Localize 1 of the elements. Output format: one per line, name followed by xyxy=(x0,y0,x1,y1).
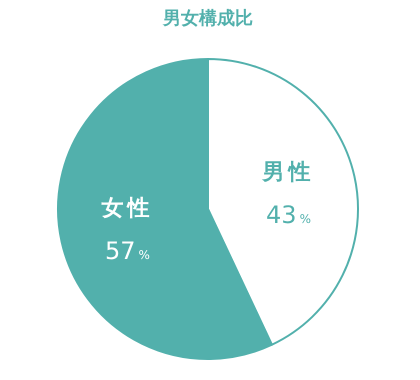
title: 男女構成比 xyxy=(163,8,253,29)
